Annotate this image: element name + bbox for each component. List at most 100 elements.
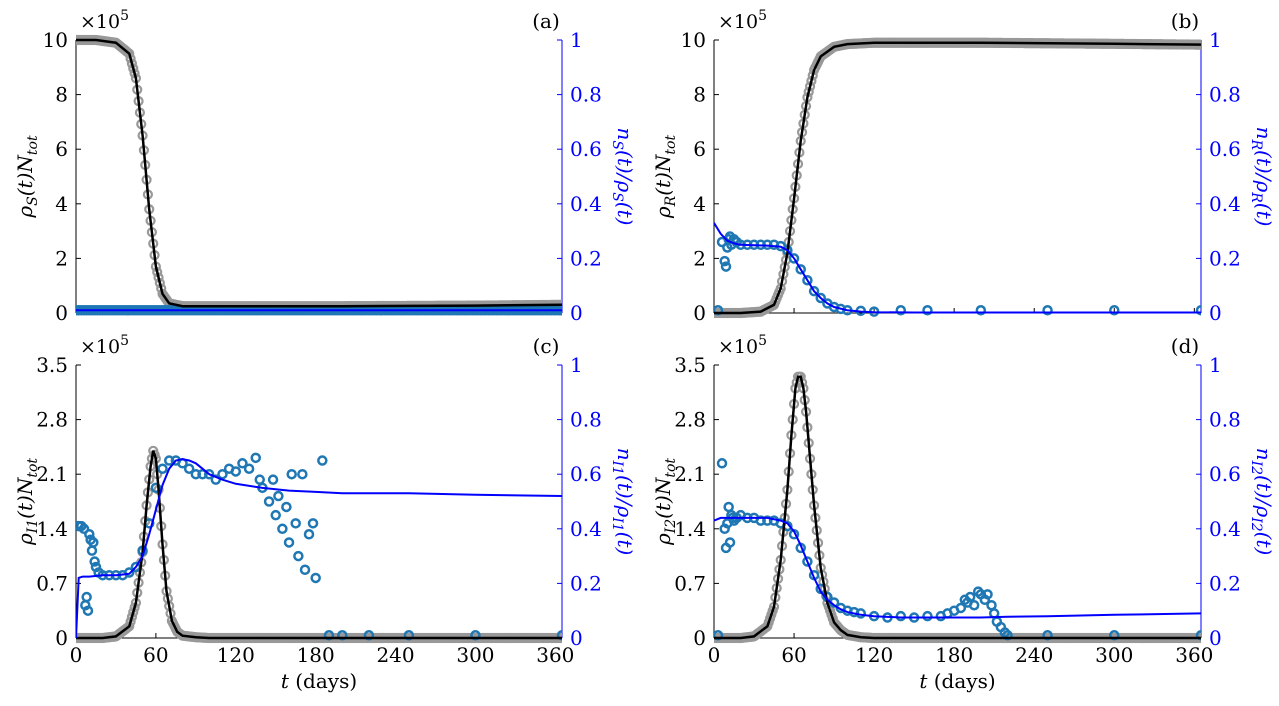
blue-data-point: [86, 545, 98, 556]
blue-data-point: [297, 468, 308, 480]
blue-data-point: [78, 523, 90, 535]
blue-data-point: [323, 630, 335, 641]
blue-data-point: [277, 523, 288, 535]
x-tick-label: 300: [1095, 643, 1133, 667]
blue-data-point: [470, 630, 481, 641]
panel-label: (b): [1171, 9, 1199, 33]
blue-data-point: [250, 452, 262, 464]
y-right-label: nS(t)/ρS(t): [609, 128, 637, 226]
blue-data-point: [795, 264, 806, 275]
blue-data-point: [955, 602, 967, 614]
x-tick-label: 0: [70, 643, 83, 667]
y-right-label: nI2(t)/ρI2(t): [1248, 448, 1276, 556]
blue-data-point: [1042, 305, 1053, 316]
blue-data-point: [982, 589, 993, 600]
blue-data-point: [1109, 630, 1120, 641]
blue-data-point: [293, 550, 304, 562]
y-right-tick-label: 1: [1209, 28, 1222, 52]
y-right-tick-label: 1: [570, 28, 583, 52]
blue-data-point: [714, 305, 724, 316]
y-right-tick-label: 0.6: [1209, 462, 1241, 486]
blue-data-point: [197, 468, 208, 480]
y-left-tick-label: 0: [55, 301, 68, 325]
y-right-tick-label: 0.6: [570, 462, 602, 486]
y-left-tick-label: 1.4: [36, 517, 68, 541]
blue-data-point: [254, 474, 265, 485]
blue-data-point: [1109, 305, 1120, 316]
y-left-tick-label: 6: [693, 137, 706, 161]
blue-data-point: [968, 599, 980, 611]
blue-data-point: [1002, 630, 1013, 641]
y-left-tick-label: 4: [693, 192, 706, 216]
y-left-tick-label: 2.1: [674, 462, 706, 486]
panel-a: 0 2 4 6 8 10 0 0.2 0.4 0.6 0.8 1 ×105 (a) ρS(t)Ntot nS(…: [13, 8, 637, 325]
y-right-tick-label: 0.2: [1209, 246, 1241, 270]
y-left-tick-label: 3.5: [36, 353, 68, 377]
panel-b: 0 2 4 6 8 10 0 0.2 0.4 0.6 0.8 1 ×105 (b) ρR(t)Ntot nR(…: [651, 8, 1276, 325]
blue-data-point: [337, 630, 348, 641]
y-left-tick-label: 10: [681, 28, 706, 52]
blue-data-point: [270, 509, 281, 521]
y-left-tick-label: 0: [693, 626, 706, 650]
y-right-tick-label: 0.2: [570, 571, 602, 595]
exponent-label: ×105: [80, 8, 129, 33]
x-axis-label: t (days): [281, 669, 357, 693]
blue-data-point: [720, 261, 732, 272]
y-right-tick-label: 0.4: [1209, 517, 1241, 541]
x-tick-label: 0: [708, 643, 721, 667]
blue-data-point: [1042, 630, 1053, 641]
x-tick-label: 180: [297, 643, 335, 667]
y-right-tick-label: 0.8: [1209, 83, 1241, 107]
y-left-tick-label: 8: [55, 83, 68, 107]
y-right-tick-label: 0: [1209, 626, 1222, 650]
blue-data-point: [724, 537, 736, 548]
panel-label: (c): [533, 334, 560, 358]
x-tick-label: 360: [536, 643, 574, 667]
blue-data-point: [81, 591, 92, 603]
blue-data-point: [922, 610, 933, 622]
panel-label: (a): [532, 9, 560, 33]
y-left-tick-label: 8: [693, 83, 706, 107]
x-tick-label: 240: [376, 643, 414, 667]
black-series-line: [76, 38, 562, 308]
blue-data-point: [895, 305, 907, 316]
y-left-tick-label: 6: [55, 137, 68, 161]
plot-area: [714, 371, 1201, 644]
y-right-tick-label: 1: [570, 353, 583, 377]
x-tick-label: 120: [217, 643, 255, 667]
blue-data-point: [802, 556, 813, 567]
blue-data-point: [230, 466, 242, 477]
y-left-tick-label: 2.8: [674, 408, 706, 432]
x-tick-label: 60: [781, 643, 806, 667]
y-right-tick-label: 1: [1209, 353, 1222, 377]
y-left-tick-label: 0.7: [674, 571, 706, 595]
exponent-label: ×105: [80, 333, 129, 358]
y-right-tick-label: 0: [570, 301, 583, 325]
y-right-tick-label: 0.4: [1209, 192, 1241, 216]
y-left-tick-label: 3.5: [674, 353, 706, 377]
blue-data-point: [88, 537, 99, 548]
blue-data-point: [403, 630, 415, 641]
blue-data-point: [802, 274, 813, 286]
blue-data-point: [263, 496, 275, 507]
y-right-label: nI1(t)/ρI1(t): [609, 448, 637, 556]
blue-data-point: [283, 537, 295, 548]
blue-data-point: [299, 564, 311, 575]
y-right-tick-label: 0: [570, 626, 583, 650]
blue-data-point: [964, 591, 976, 603]
x-tick-label: 240: [1015, 643, 1053, 667]
blue-data-point: [556, 630, 562, 641]
blue-data-point: [89, 556, 100, 567]
x-tick-label: 60: [143, 643, 168, 667]
y-left-label: ρS(t)Ntot: [13, 135, 41, 219]
blue-data-point: [273, 490, 284, 502]
y-left-tick-label: 4: [55, 192, 68, 216]
blue-data-point: [303, 529, 315, 540]
exponent-label: ×105: [718, 333, 767, 358]
panel-d: 0 0.7 1.4 2.1 2.8 3.5 0 0.2 0.4 0.6 0.8 1 0 60 120 180 2…: [651, 333, 1276, 693]
blue-series-line: [714, 516, 1201, 619]
x-tick-label: 120: [855, 643, 893, 667]
blue-data-point: [363, 630, 375, 641]
blue-data-point: [163, 455, 175, 466]
blue-series-line: [76, 458, 562, 639]
